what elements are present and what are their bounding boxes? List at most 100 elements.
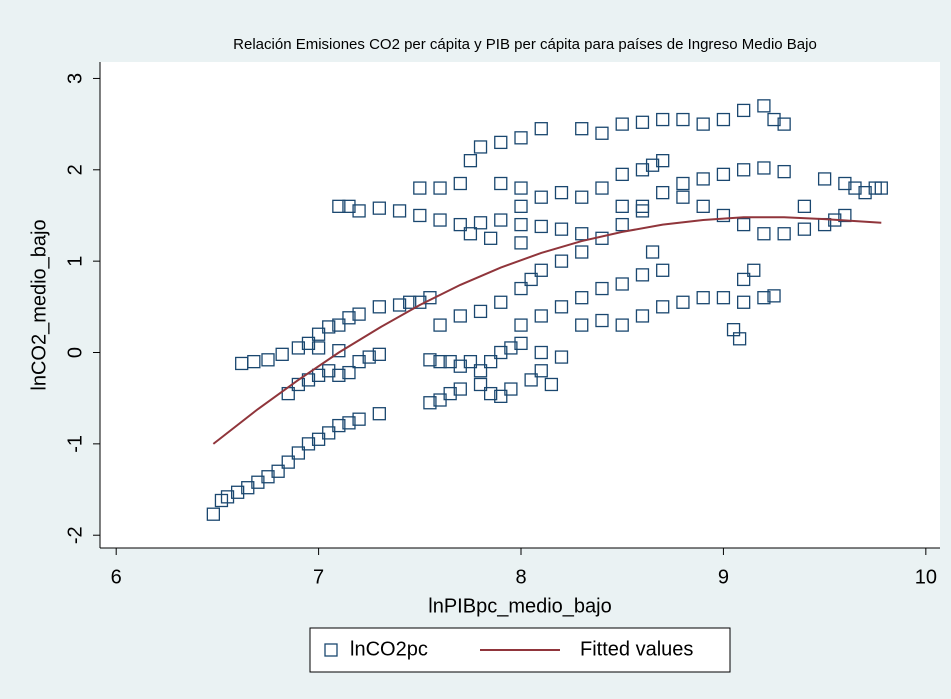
y-tick-label: 3 xyxy=(64,73,86,84)
scatter-point xyxy=(645,245,660,259)
scatter-point xyxy=(716,112,731,127)
scatter-point xyxy=(737,295,751,309)
scatter-point xyxy=(484,386,498,401)
scatter-point xyxy=(534,364,548,378)
scatter-point xyxy=(433,318,447,332)
scatter-point xyxy=(838,208,852,223)
scatter-point xyxy=(514,199,528,213)
scatter-point xyxy=(858,185,872,200)
scatter-point xyxy=(322,426,336,440)
scatter-point xyxy=(635,268,650,282)
scatter-point xyxy=(635,204,650,218)
scatter-point xyxy=(716,167,731,182)
scatter-point xyxy=(595,313,609,328)
scatter-point xyxy=(423,396,437,410)
scatter-point xyxy=(757,227,771,241)
scatter-point xyxy=(757,99,771,113)
y-axis-label: lnCO2_medio_bajo xyxy=(28,219,50,390)
scatter-point xyxy=(301,437,316,451)
scatter-point xyxy=(271,464,285,478)
scatter-point xyxy=(494,213,508,227)
scatter-point xyxy=(392,204,407,218)
scatter-point xyxy=(615,199,629,213)
y-tick-label: 1 xyxy=(64,256,86,267)
scatter-point xyxy=(767,289,781,303)
y-tick-label: -2 xyxy=(64,526,86,544)
scatter-point xyxy=(433,181,447,195)
scatter-point xyxy=(332,418,346,433)
scatter-point xyxy=(413,208,427,223)
scatter-point xyxy=(473,304,488,319)
scatter-point xyxy=(413,181,427,195)
scatter-point xyxy=(534,122,548,136)
scatter-point xyxy=(554,222,569,236)
scatter-point xyxy=(656,263,670,277)
legend-label: Fitted values xyxy=(580,638,693,660)
scatter-point xyxy=(453,176,467,191)
scatter-point xyxy=(291,446,306,460)
scatter-point xyxy=(595,126,609,140)
scatter-point xyxy=(453,217,467,232)
y-tick-label: 0 xyxy=(64,347,86,358)
x-tick-label: 6 xyxy=(111,566,122,588)
scatter-point xyxy=(220,490,235,504)
plot-area xyxy=(100,62,940,548)
scatter-point xyxy=(342,311,356,325)
scatter-point xyxy=(615,167,629,182)
scatter-point xyxy=(534,219,548,234)
scatter-point xyxy=(433,213,447,227)
scatter-point xyxy=(362,350,376,364)
scatter-point xyxy=(473,216,488,230)
scatter-point xyxy=(635,115,650,129)
scatter-point xyxy=(554,300,569,314)
scatter-point xyxy=(575,318,589,332)
scatter-point xyxy=(443,386,457,401)
scatter-point xyxy=(696,172,710,186)
scatter-point xyxy=(230,485,245,499)
y-tick-label: -1 xyxy=(64,435,86,453)
chart-title: Relación Emisiones CO2 per cápita y PIB … xyxy=(233,36,817,53)
scatter-point xyxy=(514,181,528,195)
scatter-point xyxy=(514,281,528,296)
legend-label: lnCO2pc xyxy=(350,638,428,660)
scatter-point xyxy=(311,341,326,355)
scatter-point xyxy=(737,163,751,177)
scatter-point xyxy=(453,382,467,396)
scatter-point xyxy=(332,344,346,358)
scatter-point xyxy=(737,103,751,118)
scatter-point xyxy=(342,199,356,213)
scatter-point xyxy=(484,231,498,245)
scatter-point xyxy=(534,309,548,323)
scatter-point xyxy=(524,373,538,387)
scatter-point xyxy=(423,353,437,367)
scatter-point xyxy=(372,300,386,314)
scatter-point xyxy=(656,185,670,200)
scatter-point xyxy=(635,163,650,177)
scatter-point xyxy=(332,199,346,213)
scatter-point xyxy=(534,263,548,277)
scatter-point xyxy=(777,227,791,241)
scatter-point xyxy=(443,354,457,369)
scatter-point xyxy=(473,364,488,378)
scatter-point xyxy=(494,295,508,309)
scatter-point xyxy=(453,359,467,373)
scatter-point xyxy=(797,222,812,236)
scatter-point xyxy=(372,407,386,421)
scatter-point xyxy=(544,377,559,392)
scatter-point xyxy=(514,236,528,250)
scatter-point xyxy=(494,345,508,360)
scatter-point xyxy=(504,341,518,355)
scatter-point xyxy=(696,199,710,213)
scatter-point xyxy=(494,135,508,150)
scatter-point xyxy=(757,161,771,175)
scatter-point xyxy=(737,272,751,287)
scatter-point xyxy=(332,318,346,332)
scatter-point xyxy=(575,227,589,241)
scatter-point xyxy=(874,181,888,195)
scatter-point xyxy=(392,298,407,312)
scatter-point xyxy=(534,345,548,360)
scatter-point xyxy=(473,377,488,392)
scatter-point xyxy=(797,199,812,213)
scatter-point xyxy=(275,347,289,361)
scatter-point xyxy=(615,277,629,291)
